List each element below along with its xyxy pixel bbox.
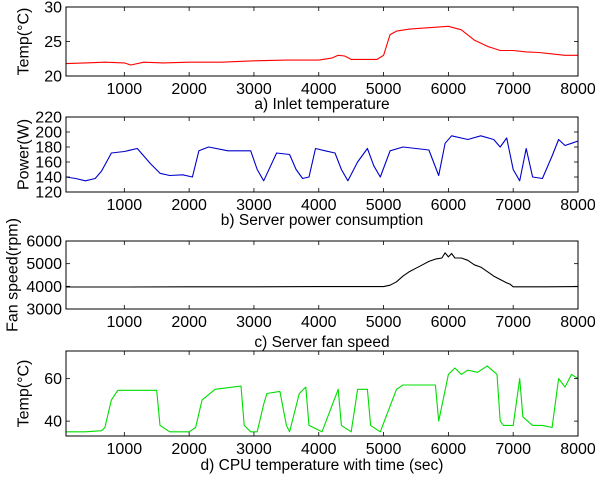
x-tick-label: 4000 (301, 197, 337, 214)
x-tick-label: 6000 (431, 197, 467, 214)
x-tick-label: 7000 (495, 441, 531, 458)
x-tick-label: 8000 (560, 197, 595, 214)
chart-panel-3: 1000 2000 3000 4000 5000 6000 7000 8000 3000 4000… (5, 218, 595, 351)
y-axis-label: Temp(°C) (16, 8, 33, 76)
x-tick-label: 2000 (171, 197, 207, 214)
plot-frame (65, 240, 579, 310)
panel-caption: d) CPU temperature with time (sec) (201, 457, 444, 474)
x-tick-label: 6000 (431, 441, 467, 458)
y-tick-label: 6000 (26, 234, 62, 251)
y-tick-label: 3000 (26, 302, 62, 319)
y-tick-label: 120 (35, 185, 62, 202)
x-tick-label: 3000 (236, 441, 272, 458)
x-tick-label: 7000 (495, 81, 531, 98)
x-tick-label: 8000 (560, 441, 595, 458)
chart-panel-2: 1000 2000 3000 4000 5000 6000 7000 8000 12014016… (16, 110, 595, 230)
x-tick-label: 6000 (431, 314, 467, 331)
plot-frame (65, 116, 579, 193)
panel-caption: c) Server fan speed (254, 334, 389, 351)
chart-panel-1: 1000 2000 3000 4000 5000 6000 7000 8000 20 25 30 Te… (16, 0, 595, 113)
x-tick-label: 4000 (301, 441, 337, 458)
y-axis-label: Fan speed(rpm) (5, 218, 22, 332)
plot-frame (65, 6, 579, 77)
y-axis-label: Power(W) (16, 119, 33, 190)
series-line-1 (65, 25, 578, 66)
y-tick-label: 4000 (26, 279, 62, 296)
x-tick-label: 1000 (107, 441, 143, 458)
x-tick-label: 5000 (366, 441, 402, 458)
y-tick-label: 5000 (26, 256, 62, 273)
x-tick-label: 8000 (560, 81, 595, 98)
x-tick-label: 5000 (366, 81, 402, 98)
x-tick-label: 4000 (301, 314, 337, 331)
y-tick-label: 20 (44, 69, 62, 86)
x-tick-label: 5000 (366, 314, 402, 331)
panel-caption: a) Inlet temperature (254, 96, 389, 113)
x-tick-label: 2000 (171, 81, 207, 98)
x-tick-label: 1000 (107, 197, 143, 214)
x-tick-label: 3000 (236, 314, 272, 331)
y-tick-label: 60 (44, 371, 62, 388)
series-line-1 (66, 252, 579, 288)
x-tick-label: 3000 (236, 81, 272, 98)
y-tick-label: 30 (44, 0, 62, 17)
x-tick-label: 8000 (560, 314, 595, 331)
x-tick-label: 5000 (366, 197, 402, 214)
x-tick-label: 4000 (301, 81, 337, 98)
plot-frame (65, 350, 579, 437)
x-tick-label: 7000 (495, 197, 531, 214)
x-tick-label: 1000 (107, 314, 143, 331)
series-line-1 (65, 135, 579, 182)
y-tick-label: 25 (44, 34, 62, 51)
chart-panel-4: 1000 2000 3000 4000 5000 6000 7000 8000 40 60 Temp… (16, 350, 595, 474)
x-tick-label: 2000 (171, 314, 207, 331)
panel-caption: b) Server power consumption (221, 212, 423, 229)
x-tick-label: 1000 (107, 81, 143, 98)
series-line-1 (66, 365, 579, 433)
y-tick-label: 200 (35, 125, 62, 142)
y-tick-label: 140 (35, 170, 62, 187)
x-tick-label: 2000 (171, 441, 207, 458)
x-tick-label: 7000 (495, 314, 531, 331)
y-tick-label: 160 (35, 155, 62, 172)
y-tick-label: 40 (44, 414, 62, 431)
x-tick-label: 6000 (431, 81, 467, 98)
x-tick-label: 3000 (236, 197, 272, 214)
y-tick-label: 180 (35, 140, 62, 157)
y-axis-label: Temp(°C) (16, 360, 33, 428)
y-tick-label: 220 (35, 110, 62, 127)
